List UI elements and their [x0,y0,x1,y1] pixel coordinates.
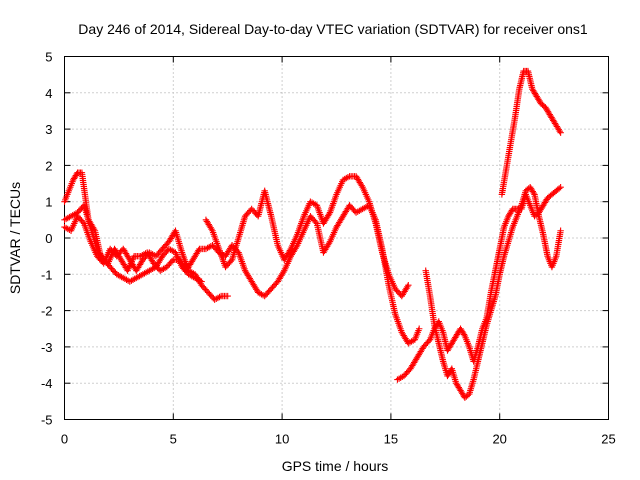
grid-lines [64,56,609,420]
y-tick-label: -2 [41,304,53,319]
data-point-marker [312,218,319,226]
y-tick-label: 1 [45,195,52,210]
series-series-a [61,213,231,303]
data-point-marker [530,189,537,197]
x-tick-label: 10 [275,432,289,447]
data-point-marker [557,227,564,234]
y-tick-label: 0 [45,231,52,246]
x-tick-label: 20 [492,432,506,447]
data-point-marker [79,218,86,226]
y-tick-label: 4 [45,86,52,101]
chart-title: Day 246 of 2014, Sidereal Day-to-day VTE… [78,21,588,37]
data-point-marker [460,331,468,338]
data-point-marker [227,258,234,265]
data-markers [61,67,564,401]
series-series-g [498,67,564,198]
y-tick-label: -3 [41,340,53,355]
data-point-marker [224,292,231,300]
data-point-marker [325,239,333,247]
y-axis-label: SDTVAR / TECUs [7,182,23,294]
data-point-marker [404,283,411,290]
data-point-marker [286,247,294,254]
y-tick-label: 2 [45,158,52,173]
data-point-marker [557,183,564,191]
y-tick-label: -1 [41,267,53,282]
data-point-marker [405,281,412,289]
data-point-marker [556,127,563,135]
x-tick-label: 5 [170,432,177,447]
x-tick-label: 15 [384,432,398,447]
y-tick-labels: 5 4 3 2 1 0 -1 -2 -3 -4 -5 [41,50,53,428]
data-point-marker [415,325,423,332]
x-tick-labels: 0 5 10 15 20 25 [61,432,616,447]
data-point-marker [358,182,365,189]
y-tick-label: 3 [45,122,52,137]
data-point-marker [557,129,564,136]
x-tick-label: 0 [61,432,68,447]
x-tick-label: 25 [601,432,615,447]
series-series-d [202,173,412,300]
y-tick-label: -4 [41,376,53,391]
series-series-c [61,202,205,285]
data-point-marker [168,258,176,265]
x-axis-label: GPS time / hours [282,458,389,474]
data-point-marker [198,278,205,285]
data-point-marker [325,210,333,218]
series-series-f [422,183,564,401]
data-point-marker [425,337,432,345]
data-point-marker [555,185,563,192]
axis-ticks [64,56,609,420]
data-point-marker [280,269,287,276]
y-tick-label: 5 [45,50,52,65]
y-tick-label: -5 [41,413,53,428]
data-point-marker [208,225,215,233]
